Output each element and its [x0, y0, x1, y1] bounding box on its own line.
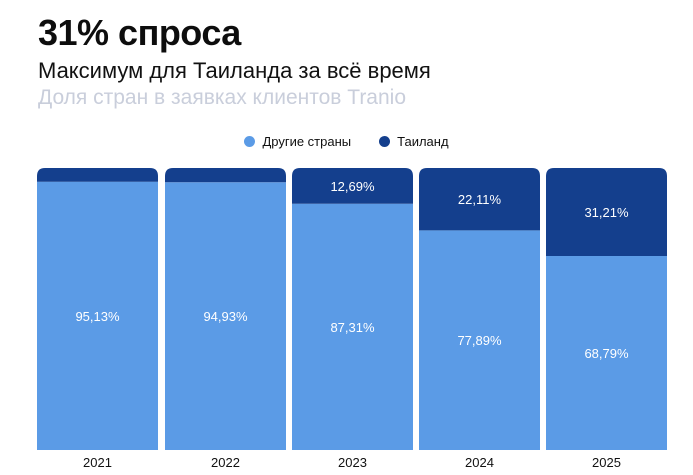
x-tick-label-2023: 2023: [338, 455, 367, 470]
bar-other-2022: [165, 182, 286, 450]
data-label-other-2024: 77,89%: [457, 333, 502, 348]
bar-thailand-2022: [165, 168, 286, 183]
legend-swatch-other: [244, 136, 256, 147]
x-tick-label-2025: 2025: [592, 455, 621, 470]
legend: Другие страны Таиланд: [0, 134, 693, 149]
bar-other-2024: [419, 230, 540, 450]
bar-thailand-2023: [292, 168, 413, 204]
data-label-other-2023: 87,31%: [330, 320, 375, 335]
data-label-other-2021: 95,13%: [75, 309, 120, 324]
legend-label-thailand: Таиланд: [397, 134, 449, 149]
bar-other-2025: [546, 256, 667, 450]
bar-thailand-2025: [546, 168, 667, 257]
bar-thailand-2024: [419, 168, 540, 231]
x-tick-label-2021: 2021: [83, 455, 112, 470]
data-label-other-2022: 94,93%: [203, 309, 248, 324]
x-tick-label-2024: 2024: [465, 455, 494, 470]
bar-other-2021: [37, 181, 158, 450]
legend-swatch-thailand: [379, 136, 391, 147]
bar-other-2023: [292, 203, 413, 450]
bar-thailand-2021: [37, 168, 158, 182]
data-label-other-2025: 68,79%: [584, 346, 629, 361]
legend-label-other: Другие страны: [262, 134, 352, 149]
legend-item-thailand: Таиланд: [379, 134, 449, 149]
legend-item-other: Другие страны: [244, 134, 351, 149]
x-tick-label-2022: 2022: [211, 455, 240, 470]
data-label-thailand-2025: 31,21%: [584, 205, 629, 220]
data-label-thailand-2024: 22,11%: [458, 192, 502, 207]
chart-caption: Доля стран в заявках клиентов Tranio: [38, 86, 407, 109]
data-label-thailand-2023: 12,69%: [330, 179, 375, 194]
chart-title: 31% спроса: [38, 12, 241, 53]
chart-subtitle: Максимум для Таиланда за всё время: [38, 58, 431, 83]
